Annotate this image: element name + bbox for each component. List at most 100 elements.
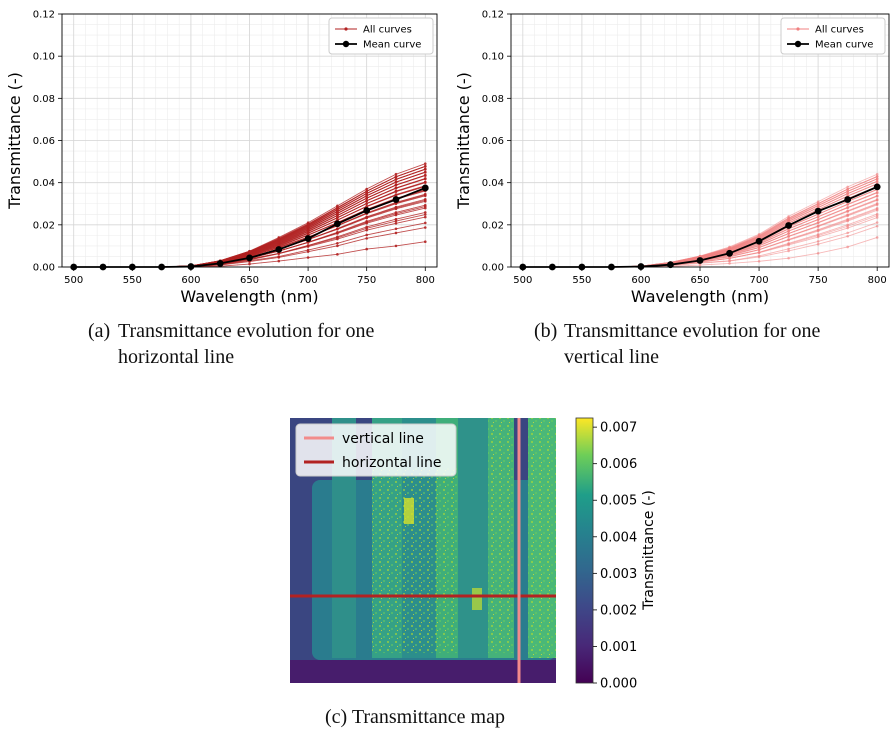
all-curves-point: [787, 249, 790, 253]
all-curves-point: [277, 236, 281, 239]
colorbar-tick-label: 0.005: [600, 494, 637, 509]
all-curves-point: [757, 254, 761, 258]
x-tick-label: 650: [240, 275, 259, 286]
y-axis-label: Transmittance (-): [5, 72, 24, 210]
all-curves-point: [875, 191, 879, 194]
all-curves-point: [757, 250, 761, 254]
all-curves-point: [423, 226, 427, 229]
y-tick-label: 0.00: [482, 263, 504, 274]
all-curves-point: [365, 204, 368, 208]
legend-horizontal-label: horizontal line: [342, 455, 442, 471]
all-curves-point: [875, 224, 879, 228]
caption-b-line2: vertical line: [564, 346, 659, 368]
all-curves-point: [365, 192, 368, 195]
x-axis-label: Wavelength (nm): [631, 287, 769, 306]
chart-b-svg: 500 550 600 650 700 750 800 0.00 0.02 0.04 0.06 0.0…: [454, 10, 890, 306]
all-curves-point: [394, 217, 398, 221]
caption-b: (b) Transmittance evolution for one verti…: [534, 318, 820, 370]
plot-frame: [61, 13, 438, 268]
map-legend: vertical line horizontal line: [295, 423, 457, 477]
legend-all-marker: [796, 27, 800, 31]
all-curves-point: [306, 221, 310, 225]
all-curves-point: [394, 231, 398, 235]
all-curves-point: [394, 227, 398, 231]
x-tick-label: 650: [690, 275, 709, 286]
y-tick-label: 0.02: [482, 220, 504, 231]
all-curves-point: [846, 202, 849, 206]
mean-curve-point: [246, 254, 253, 262]
all-curves-point: [875, 202, 879, 205]
x-axis-label: Wavelength (nm): [180, 287, 318, 306]
mean-curve-point: [814, 207, 822, 215]
x-tick-label: 800: [868, 275, 887, 286]
all-curves-point: [394, 205, 398, 209]
all-curves-point: [846, 234, 849, 238]
all-curves-point: [846, 185, 849, 189]
caption-b-line1: Transmittance evolution for one: [564, 320, 821, 342]
legend-box: [780, 17, 886, 55]
colorbar-tick-label: 0.001: [600, 640, 637, 655]
all-curves-point: [787, 229, 790, 233]
all-curves-point: [336, 241, 339, 245]
all-curves-point: [816, 224, 820, 228]
all-curves-point: [365, 194, 368, 198]
all-curves-point: [336, 216, 339, 220]
all-curves-point: [787, 247, 790, 251]
mean-curve-point: [421, 184, 429, 192]
chart-a: 500 550 600 650 700 750 800 0.00 0.02 0.04 0.06 0.0…: [0, 0, 445, 310]
all-curves-point: [277, 259, 281, 263]
y-tick-label: 0.08: [482, 94, 504, 105]
colorbar-tick-label: 0.002: [600, 603, 637, 618]
all-curves-point: [875, 236, 879, 239]
all-curves-point: [394, 219, 398, 223]
all-curves-point: [394, 175, 398, 179]
all-curves-point: [423, 192, 427, 196]
all-curves-point: [728, 245, 731, 249]
all-curves-point: [336, 227, 339, 230]
colorbar-tick-label: 0.000: [600, 677, 637, 692]
all-curves-point: [277, 238, 281, 241]
all-curves-point: [365, 196, 368, 200]
all-curves-point: [757, 233, 761, 236]
colorbar-tick-label: 0.003: [600, 567, 637, 582]
all-curves-point: [336, 212, 339, 215]
all-curves-point: [423, 167, 427, 171]
mean-curve-point: [363, 207, 371, 214]
mean-curve-point: [216, 260, 224, 267]
all-curves-point: [248, 249, 251, 253]
all-curves-point: [423, 203, 427, 207]
all-curves-point: [423, 164, 427, 168]
all-curves-point: [846, 190, 849, 193]
all-curves-point: [336, 230, 339, 234]
y-tick-label: 0.04: [482, 178, 504, 189]
all-curves-point: [816, 202, 820, 206]
caption-b-tag: (b): [534, 320, 558, 342]
all-curves-point: [875, 216, 879, 219]
all-curves-point: [846, 231, 849, 235]
all-curves-point: [306, 248, 310, 252]
y-tick-label: 0.02: [33, 220, 55, 231]
mean-curve-point: [785, 222, 792, 229]
all-curves-point: [423, 197, 427, 201]
y-tick-label: 0.06: [33, 136, 55, 147]
x-tick-label: 750: [809, 275, 828, 286]
all-curves-point: [787, 215, 790, 218]
y-axis-label: Transmittance (-): [454, 72, 473, 210]
transmittance-map-svg: vertical line horizontal line 0.000 0.001…: [290, 417, 657, 692]
all-curves-point: [423, 173, 427, 177]
legend-mean-marker: [342, 40, 350, 48]
all-curves-point: [787, 238, 790, 241]
all-curves-point: [846, 209, 849, 213]
all-curves-point: [336, 204, 339, 208]
x-tick-label: 700: [750, 275, 769, 286]
all-curves-point: [394, 178, 398, 181]
x-tick-label: 600: [181, 275, 200, 286]
legend-all-marker: [344, 27, 348, 31]
all-curves-point: [816, 251, 820, 255]
mean-curve-point: [873, 183, 881, 191]
all-curves-point: [423, 213, 427, 216]
all-curves-point: [394, 172, 398, 176]
all-curves-point: [306, 223, 310, 227]
all-curves-point: [816, 242, 820, 246]
mean-curve-point: [844, 196, 852, 203]
